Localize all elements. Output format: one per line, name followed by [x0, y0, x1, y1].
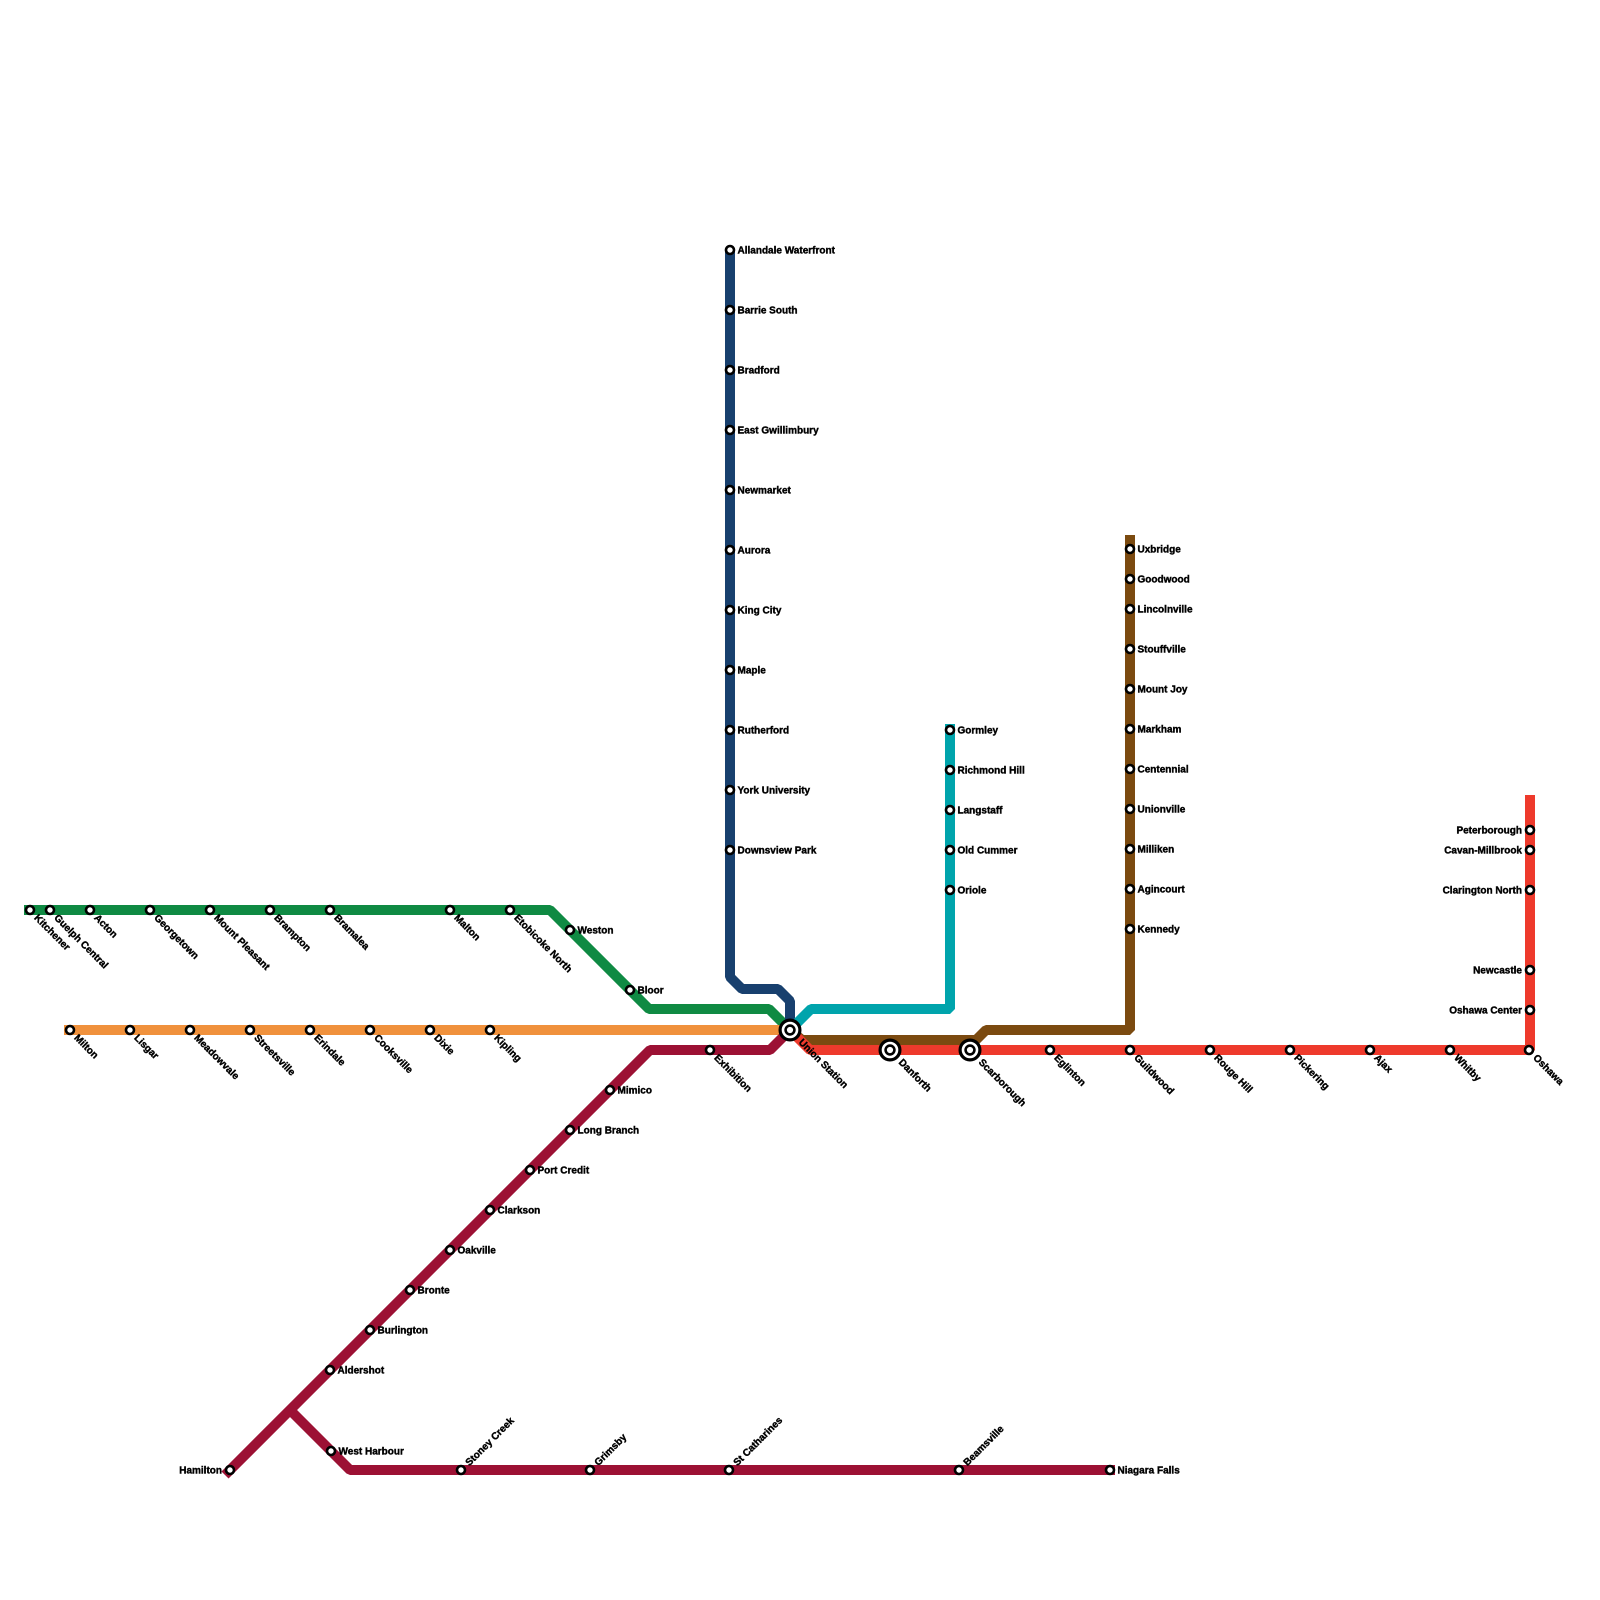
- svg-text:Oriole: Oriole: [958, 885, 987, 896]
- svg-text:Aldershot: Aldershot: [338, 1365, 385, 1376]
- svg-text:Newmarket: Newmarket: [738, 485, 792, 496]
- svg-text:Milliken: Milliken: [1138, 844, 1175, 855]
- svg-text:Uxbridge: Uxbridge: [1138, 544, 1182, 555]
- svg-text:Allandale Waterfront: Allandale Waterfront: [738, 245, 836, 256]
- svg-text:Cavan-Millbrook: Cavan-Millbrook: [1444, 845, 1522, 856]
- svg-text:Bloor: Bloor: [638, 985, 664, 996]
- svg-text:Centennial: Centennial: [1138, 764, 1189, 775]
- svg-text:Unionville: Unionville: [1138, 804, 1186, 815]
- svg-text:East Gwillimbury: East Gwillimbury: [738, 425, 820, 436]
- svg-text:Downsview Park: Downsview Park: [738, 845, 817, 856]
- svg-text:Langstaff: Langstaff: [958, 805, 1004, 816]
- svg-text:West Harbour: West Harbour: [339, 1446, 404, 1457]
- svg-text:Niagara Falls: Niagara Falls: [1118, 1465, 1181, 1476]
- svg-text:Barrie South: Barrie South: [738, 305, 798, 316]
- svg-text:Clarkson: Clarkson: [498, 1205, 541, 1216]
- svg-text:Goodwood: Goodwood: [1138, 574, 1190, 585]
- svg-text:Bradford: Bradford: [738, 365, 780, 376]
- svg-text:Rutherford: Rutherford: [738, 725, 790, 736]
- svg-text:Stouffville: Stouffville: [1138, 644, 1187, 655]
- svg-text:Gormley: Gormley: [958, 725, 999, 736]
- svg-text:Bronte: Bronte: [418, 1285, 451, 1296]
- svg-text:Agincourt: Agincourt: [1138, 884, 1186, 895]
- svg-text:Mimico: Mimico: [618, 1085, 652, 1096]
- svg-text:Old Cummer: Old Cummer: [958, 845, 1018, 856]
- svg-text:Clarington North: Clarington North: [1443, 885, 1522, 896]
- svg-text:York University: York University: [738, 785, 811, 796]
- svg-text:Port Credit: Port Credit: [538, 1165, 590, 1176]
- svg-text:Long Branch: Long Branch: [578, 1125, 640, 1136]
- svg-text:Richmond Hill: Richmond Hill: [958, 765, 1025, 776]
- svg-text:Weston: Weston: [578, 925, 614, 936]
- svg-text:Maple: Maple: [738, 665, 767, 676]
- svg-text:Oshawa Center: Oshawa Center: [1449, 1005, 1522, 1016]
- svg-text:Lincolnville: Lincolnville: [1138, 604, 1193, 615]
- svg-text:Peterborough: Peterborough: [1456, 825, 1522, 836]
- svg-text:Oakville: Oakville: [458, 1245, 497, 1256]
- svg-text:Hamilton: Hamilton: [179, 1465, 222, 1476]
- svg-text:King City: King City: [738, 605, 782, 616]
- svg-text:Markham: Markham: [1138, 724, 1182, 735]
- svg-text:Newcastle: Newcastle: [1473, 965, 1522, 976]
- svg-text:Mount Joy: Mount Joy: [1138, 684, 1188, 695]
- svg-text:Kennedy: Kennedy: [1138, 924, 1181, 935]
- svg-text:Burlington: Burlington: [378, 1325, 429, 1336]
- svg-text:Aurora: Aurora: [738, 545, 771, 556]
